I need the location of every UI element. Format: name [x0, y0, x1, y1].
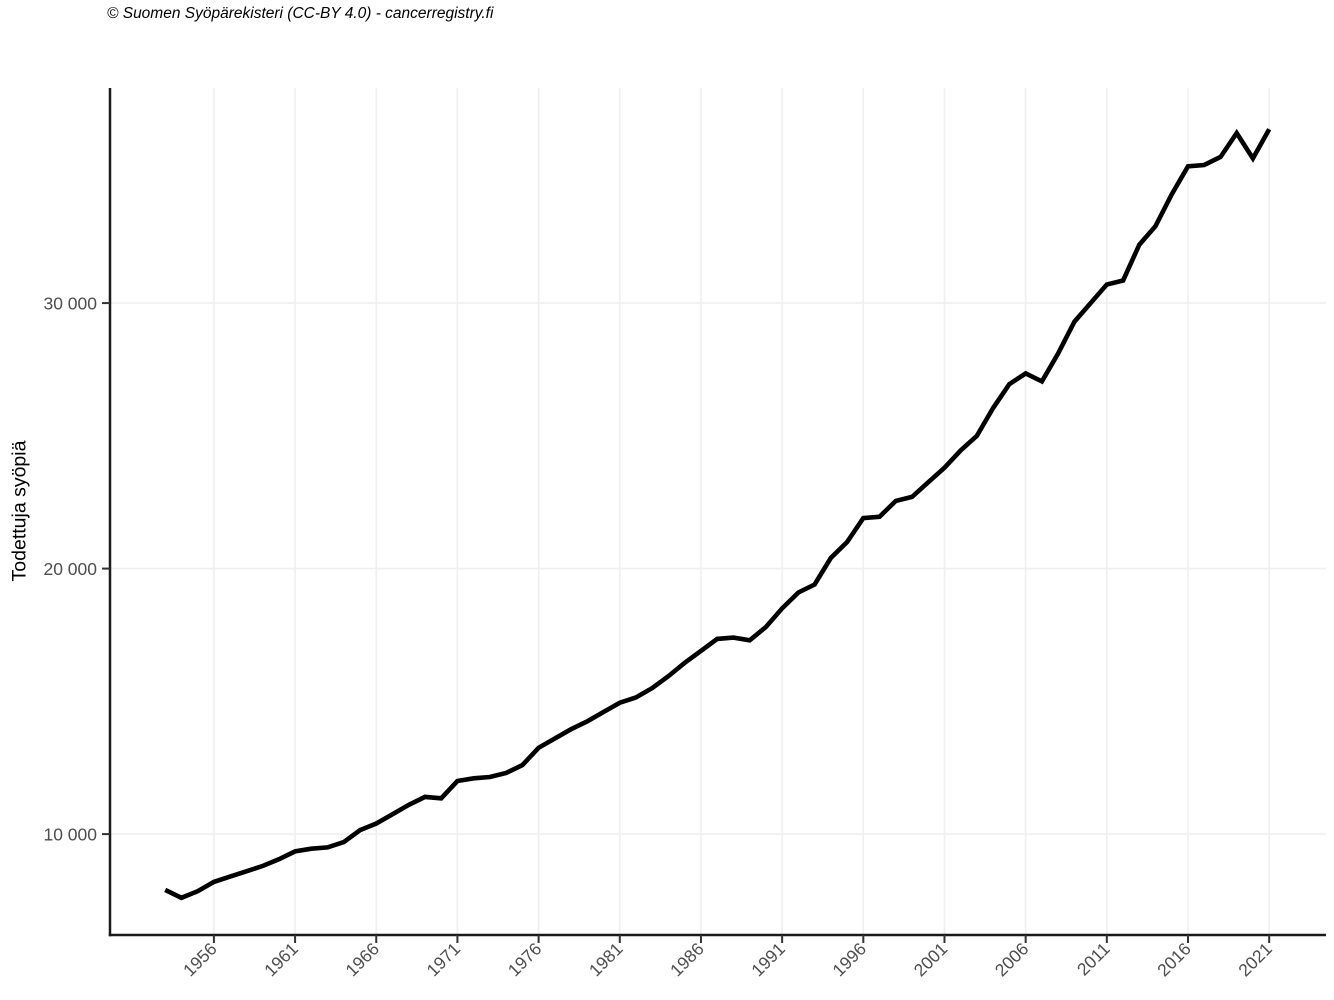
x-tick-label: 2011: [1073, 939, 1114, 980]
chart-attribution: © Suomen Syöpärekisteri (CC-BY 4.0) - ca…: [107, 5, 494, 22]
x-tick-label: 1976: [504, 939, 546, 981]
x-tick-label: 1986: [666, 939, 708, 981]
y-tick-label: 20 000: [43, 559, 97, 579]
x-tick-label: 1966: [341, 939, 383, 981]
x-tick-label: 2016: [1153, 939, 1195, 981]
x-tick-label: 2021: [1234, 939, 1276, 981]
x-tick-label: 1961: [260, 939, 302, 981]
x-tick-label: 1956: [179, 939, 221, 981]
y-tick-label: 10 000: [43, 824, 97, 844]
data-line: [164, 128, 1272, 901]
x-tick-label: 2006: [991, 939, 1033, 981]
x-tick-label: 1981: [585, 939, 627, 981]
x-tick-label: 1996: [828, 939, 870, 981]
x-tick-label: 2001: [910, 939, 952, 981]
x-tick-label: 1991: [747, 939, 789, 981]
y-tick-label: 30 000: [43, 293, 97, 313]
x-tick-label: 1971: [423, 939, 465, 981]
